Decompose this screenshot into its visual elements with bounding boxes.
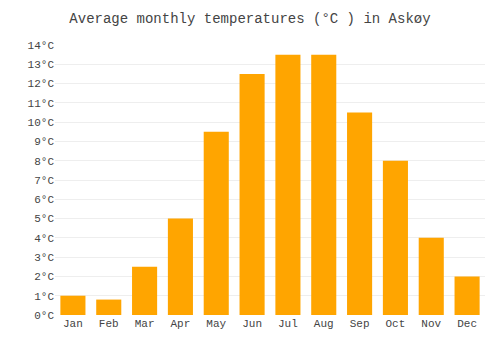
svg-text:Sep: Sep [350, 318, 370, 330]
svg-text:Average monthly temperatures (: Average monthly temperatures (°C ) in As… [69, 11, 430, 27]
svg-text:Jan: Jan [63, 318, 83, 330]
svg-text:7°C: 7°C [34, 175, 54, 187]
svg-text:Jul: Jul [278, 318, 298, 330]
svg-text:11°C: 11°C [28, 98, 55, 110]
svg-text:5°C: 5°C [34, 213, 54, 225]
svg-text:10°C: 10°C [28, 117, 55, 129]
svg-text:3°C: 3°C [34, 252, 54, 264]
svg-text:0°C: 0°C [34, 310, 54, 322]
svg-text:12°C: 12°C [28, 78, 55, 90]
svg-text:2°C: 2°C [34, 271, 54, 283]
svg-text:Jun: Jun [242, 318, 262, 330]
svg-text:Oct: Oct [386, 318, 406, 330]
svg-text:13°C: 13°C [28, 59, 55, 71]
svg-text:9°C: 9°C [34, 136, 54, 148]
svg-text:Dec: Dec [457, 318, 477, 330]
svg-text:6°C: 6°C [34, 194, 54, 206]
svg-text:1°C: 1°C [34, 291, 54, 303]
svg-text:14°C: 14°C [28, 40, 55, 52]
svg-text:Aug: Aug [314, 318, 334, 330]
svg-text:Mar: Mar [135, 318, 155, 330]
svg-text:4°C: 4°C [34, 233, 54, 245]
svg-text:8°C: 8°C [34, 156, 54, 168]
svg-text:Nov: Nov [421, 318, 441, 330]
svg-text:Feb: Feb [99, 318, 119, 330]
svg-text:May: May [206, 318, 226, 330]
svg-text:Apr: Apr [171, 318, 191, 330]
